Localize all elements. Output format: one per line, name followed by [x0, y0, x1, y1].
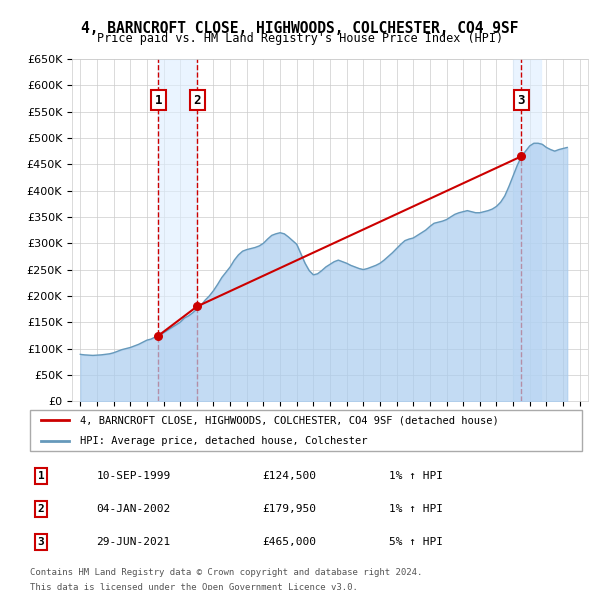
Text: 3: 3	[38, 537, 44, 547]
Text: Price paid vs. HM Land Registry's House Price Index (HPI): Price paid vs. HM Land Registry's House …	[97, 32, 503, 45]
Text: £124,500: £124,500	[262, 471, 316, 481]
Bar	[513, 59, 541, 401]
Text: HPI: Average price, detached house, Colchester: HPI: Average price, detached house, Colc…	[80, 436, 367, 446]
Bar	[158, 59, 197, 401]
Text: This data is licensed under the Open Government Licence v3.0.: This data is licensed under the Open Gov…	[30, 583, 358, 590]
Text: 1% ↑ HPI: 1% ↑ HPI	[389, 471, 443, 481]
Text: 1: 1	[155, 94, 162, 107]
Text: Contains HM Land Registry data © Crown copyright and database right 2024.: Contains HM Land Registry data © Crown c…	[30, 568, 422, 577]
Text: 29-JUN-2021: 29-JUN-2021	[96, 537, 170, 547]
Text: £465,000: £465,000	[262, 537, 316, 547]
Text: 04-JAN-2002: 04-JAN-2002	[96, 504, 170, 514]
Text: 1: 1	[38, 471, 44, 481]
Text: 5% ↑ HPI: 5% ↑ HPI	[389, 537, 443, 547]
Text: £179,950: £179,950	[262, 504, 316, 514]
Text: 2: 2	[193, 94, 201, 107]
Point	[517, 152, 526, 161]
Text: 1% ↑ HPI: 1% ↑ HPI	[389, 504, 443, 514]
Text: 4, BARNCROFT CLOSE, HIGHWOODS, COLCHESTER, CO4 9SF: 4, BARNCROFT CLOSE, HIGHWOODS, COLCHESTE…	[81, 21, 519, 35]
Text: 10-SEP-1999: 10-SEP-1999	[96, 471, 170, 481]
Text: 2: 2	[38, 504, 44, 514]
Text: 3: 3	[518, 94, 525, 107]
Point	[154, 331, 163, 340]
Text: 4, BARNCROFT CLOSE, HIGHWOODS, COLCHESTER, CO4 9SF (detached house): 4, BARNCROFT CLOSE, HIGHWOODS, COLCHESTE…	[80, 415, 499, 425]
Point	[192, 301, 202, 311]
FancyBboxPatch shape	[30, 410, 582, 451]
